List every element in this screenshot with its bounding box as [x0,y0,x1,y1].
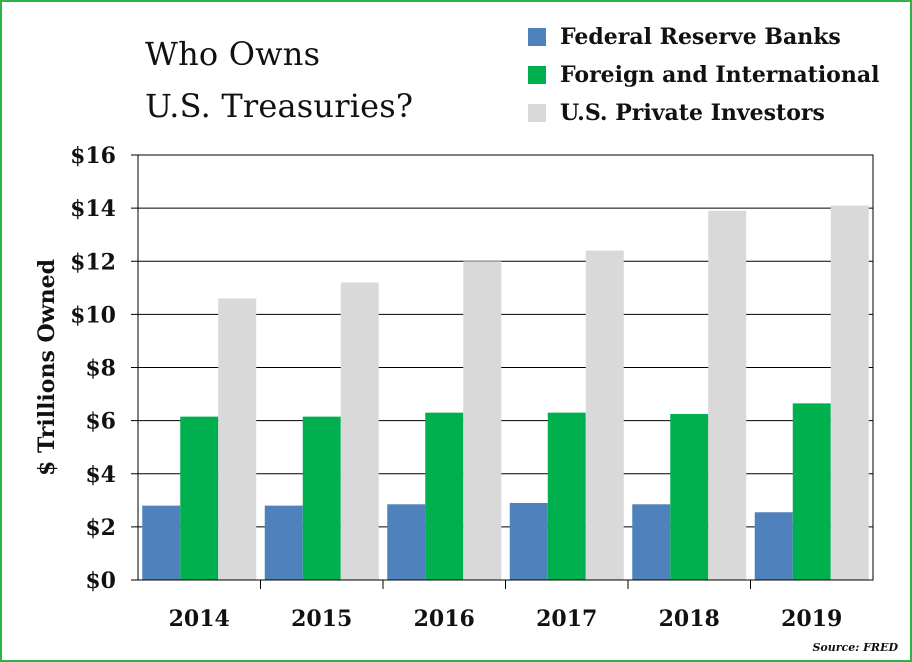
bar-foreign-and-international-2017 [547,412,586,580]
y-tick-label: $6 [85,409,116,435]
bar-foreign-and-international-2019 [792,403,831,580]
legend-item-foreign: Foreign and International [528,56,879,94]
bar-u-s-private-investors-2019 [830,205,869,580]
legend-label-private: U.S. Private Investors [560,100,825,126]
x-tick-label: 2018 [659,606,720,632]
y-axis-label: $ Trillions Owned [34,259,60,476]
x-tick-label: 2014 [169,606,230,632]
plot-area-border [137,154,874,581]
bar-foreign-and-international-2015 [302,416,341,580]
y-tick-label: $14 [70,196,116,222]
x-tick-label: 2016 [414,606,475,632]
bar-federal-reserve-banks-2014 [142,505,181,580]
bar-foreign-and-international-2018 [670,413,709,580]
bar-u-s-private-investors-2014 [218,298,257,580]
chart-title: Who Owns U.S. Treasuries? [145,28,413,132]
bar-u-s-private-investors-2017 [585,250,624,580]
bar-federal-reserve-banks-2018 [632,504,671,580]
legend: Federal Reserve Banks Foreign and Intern… [528,18,879,132]
x-tick-label: 2015 [291,606,352,632]
y-tick-label: $2 [85,515,116,541]
y-tick-label: $0 [85,568,116,594]
y-tick-label: $10 [70,302,116,328]
y-tick-label: $12 [70,249,116,275]
bar-federal-reserve-banks-2016 [387,504,426,580]
bar-foreign-and-international-2016 [425,412,464,580]
bar-u-s-private-investors-2016 [463,261,502,580]
legend-swatch-foreign [528,66,546,84]
legend-item-federal-reserve: Federal Reserve Banks [528,18,879,56]
bar-foreign-and-international-2014 [180,416,219,580]
legend-label-foreign: Foreign and International [560,62,880,88]
legend-swatch-federal-reserve [528,28,546,46]
legend-label-federal-reserve: Federal Reserve Banks [560,24,841,50]
bar-federal-reserve-banks-2015 [264,505,303,580]
chart-title-line-2: U.S. Treasuries? [145,87,414,125]
y-tick-label: $4 [85,462,116,488]
legend-item-private: U.S. Private Investors [528,94,879,132]
source-note: Source: FRED [812,641,898,654]
bar-federal-reserve-banks-2019 [754,512,793,580]
chart-title-line-1: Who Owns [145,35,321,73]
bar-u-s-private-investors-2018 [708,210,747,580]
x-tick-label: 2017 [536,606,597,632]
legend-swatch-private [528,104,546,122]
x-tick-label: 2019 [781,606,842,632]
y-tick-label: $16 [70,143,116,169]
y-tick-label: $8 [85,356,116,382]
bar-federal-reserve-banks-2017 [509,502,548,580]
bar-u-s-private-investors-2015 [340,282,379,580]
